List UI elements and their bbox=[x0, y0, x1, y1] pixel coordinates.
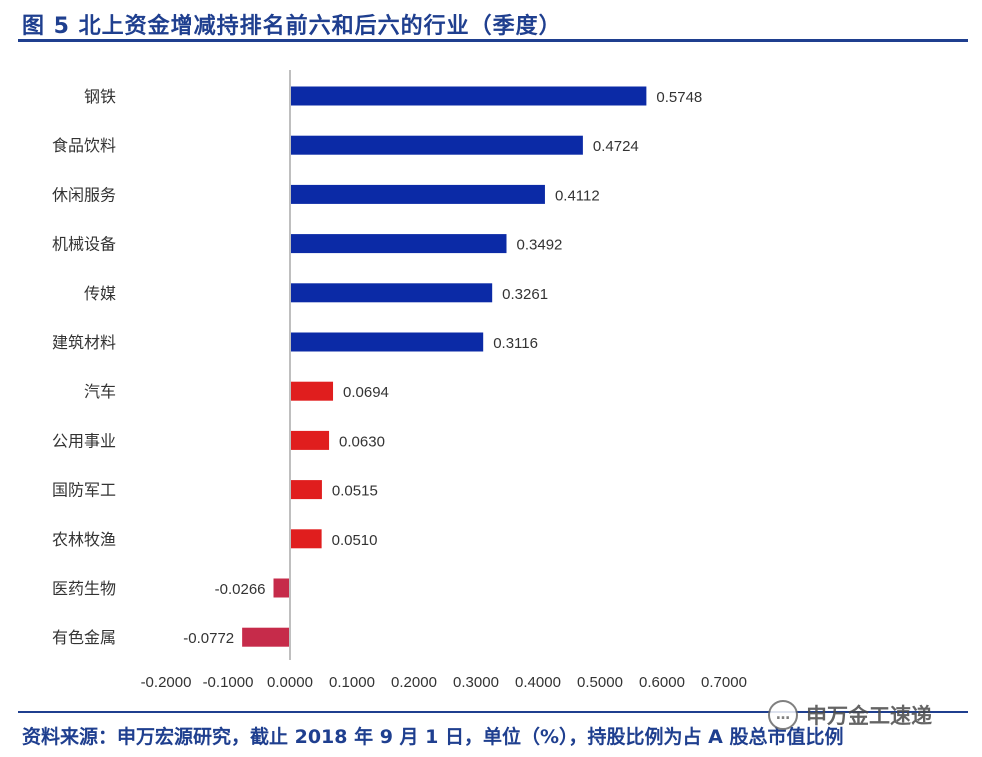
value-label: 0.0694 bbox=[343, 384, 389, 401]
category-label: 公用事业 bbox=[52, 432, 116, 450]
x-tick-label: 0.5000 bbox=[577, 674, 623, 691]
category-label: 机械设备 bbox=[52, 236, 116, 254]
x-tick-label: 0.1000 bbox=[329, 674, 375, 691]
value-label: 0.4112 bbox=[555, 187, 600, 204]
category-label: 传媒 bbox=[84, 285, 116, 303]
x-tick-label: 0.4000 bbox=[515, 674, 561, 691]
x-tick-label: 0.6000 bbox=[639, 674, 685, 691]
bar-8 bbox=[290, 430, 330, 450]
bar-9 bbox=[290, 480, 322, 500]
value-label: 0.3492 bbox=[517, 237, 563, 254]
category-label: 休闲服务 bbox=[52, 186, 116, 204]
bars-layer bbox=[242, 86, 647, 647]
category-labels-layer: 钢铁食品饮料休闲服务机械设备传媒建筑材料汽车公用事业国防军工农林牧渔医药生物有色… bbox=[52, 88, 116, 647]
value-label: 0.0630 bbox=[339, 433, 385, 450]
x-tick-label: 0.3000 bbox=[453, 674, 499, 691]
bar-11 bbox=[273, 578, 290, 598]
bar-2 bbox=[290, 135, 583, 155]
title-rule bbox=[18, 39, 968, 42]
x-tick-label: -0.2000 bbox=[141, 674, 192, 691]
value-label: 0.0515 bbox=[332, 483, 378, 500]
x-tick-labels-layer: -0.2000 -0.1000 0.0000 0.1000 0.2000 0.3000 0.… bbox=[141, 674, 747, 691]
value-label: 0.4724 bbox=[593, 138, 639, 155]
category-label: 钢铁 bbox=[84, 88, 116, 106]
value-label: 0.3261 bbox=[502, 286, 548, 303]
bar-1 bbox=[290, 86, 647, 106]
value-label: 0.3116 bbox=[493, 335, 538, 352]
bar-12 bbox=[242, 627, 290, 647]
watermark-text: 申万金工速递 bbox=[806, 704, 932, 728]
category-label: 汽车 bbox=[84, 383, 116, 401]
category-label: 建筑材料 bbox=[52, 334, 116, 352]
value-label: 0.0510 bbox=[332, 532, 378, 549]
bar-3 bbox=[290, 184, 545, 204]
source-rule bbox=[18, 711, 968, 713]
value-label: -0.0772 bbox=[183, 630, 234, 647]
bar-10 bbox=[290, 529, 322, 549]
chat-bubble-icon: … bbox=[768, 700, 798, 730]
category-label: 有色金属 bbox=[52, 629, 116, 647]
category-label: 食品饮料 bbox=[52, 137, 116, 155]
x-tick-label: 0.2000 bbox=[391, 674, 437, 691]
value-labels-layer: 0.5748 0.4724 0.4112 0.3492 0.3261 0.3116 0.06… bbox=[183, 89, 702, 647]
value-label: -0.0266 bbox=[215, 581, 266, 598]
category-label: 国防军工 bbox=[52, 482, 116, 500]
bar-5 bbox=[290, 283, 493, 303]
x-tick-label: -0.1000 bbox=[203, 674, 254, 691]
x-tick-label: 0.7000 bbox=[701, 674, 747, 691]
x-tick-label: 0.0000 bbox=[267, 674, 313, 691]
bar-7 bbox=[290, 381, 334, 401]
value-label: 0.5748 bbox=[656, 89, 702, 106]
watermark: … 申万金工速递 bbox=[768, 695, 932, 735]
figure-title: 图 5 北上资金增减持排名前六和后六的行业（季度） bbox=[22, 14, 562, 39]
source-note: 资料来源：申万宏源研究，截止 2018 年 9 月 1 日，单位（%），持股比例… bbox=[22, 726, 844, 748]
bar-6 bbox=[290, 332, 484, 352]
category-label: 农林牧渔 bbox=[52, 531, 116, 549]
category-label: 医药生物 bbox=[52, 580, 116, 598]
bar-4 bbox=[290, 234, 507, 254]
